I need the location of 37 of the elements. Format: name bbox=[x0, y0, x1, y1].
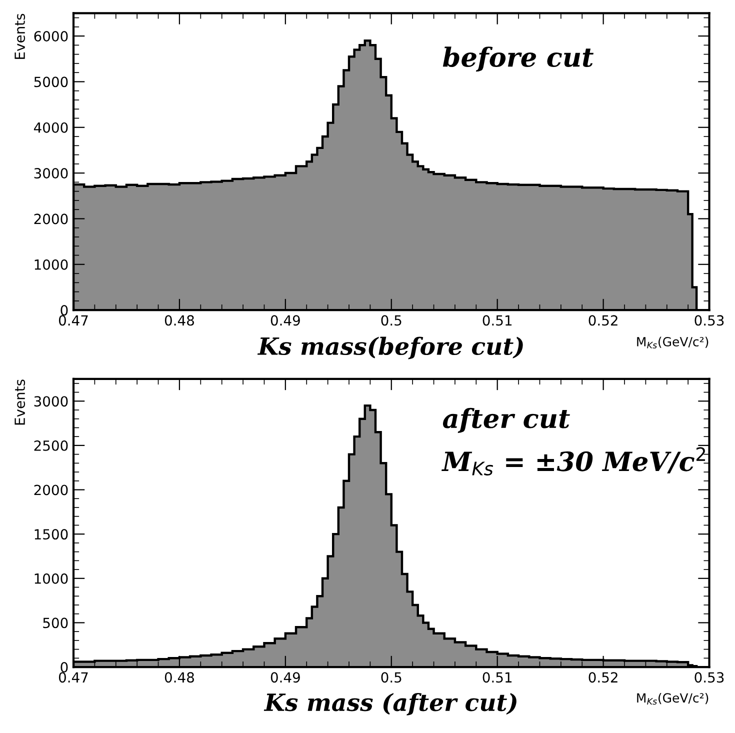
annotation: M$_{Ks}$ = ±30 MeV/c$^{2}$ bbox=[442, 447, 706, 476]
x-tick-label: 0.53 bbox=[694, 672, 724, 683]
x-tick-label: 0.51 bbox=[482, 672, 512, 683]
x-tick-label: 0.52 bbox=[588, 672, 618, 683]
y-tick-label: 4000 bbox=[34, 122, 68, 133]
x-tick-label: 0.48 bbox=[164, 315, 194, 326]
y-axis-title: Events bbox=[14, 380, 26, 425]
y-tick-label: 1500 bbox=[34, 529, 68, 540]
x-axis-title: M$_{Ks}$(GeV/c²) bbox=[637, 692, 708, 705]
y-tick-label: 2500 bbox=[34, 440, 68, 451]
x-tick-label: 0.53 bbox=[694, 315, 724, 326]
annotation: after cut bbox=[442, 408, 570, 433]
annotation: before cut bbox=[442, 46, 594, 72]
x-tick-label: 0.48 bbox=[164, 672, 194, 683]
y-tick-label: 500 bbox=[43, 618, 68, 628]
x-tick-label: 0.5 bbox=[381, 672, 402, 683]
y-tick-label: 0 bbox=[60, 662, 68, 673]
text: Ks mass(before cut) bbox=[257, 336, 523, 360]
x-tick-label: 0.47 bbox=[58, 672, 88, 683]
x-tick-label: 0.5 bbox=[381, 315, 402, 326]
x-tick-label: 0.47 bbox=[58, 315, 88, 326]
y-tick-label: 6000 bbox=[34, 31, 68, 42]
y-tick-label: 1000 bbox=[34, 259, 68, 270]
y-tick-label: 5000 bbox=[34, 76, 68, 88]
x-tick-label: 0.49 bbox=[270, 672, 300, 683]
y-tick-label: 0 bbox=[60, 305, 68, 316]
x-tick-label: 0.51 bbox=[482, 315, 512, 326]
text: Ks mass (after cut) bbox=[264, 692, 516, 716]
x-tick-label: 0.52 bbox=[588, 315, 618, 326]
y-tick-label: 2000 bbox=[34, 214, 68, 224]
x-tick-label: 0.49 bbox=[270, 315, 300, 326]
y-tick-label: 3000 bbox=[34, 168, 68, 179]
y-tick-label: 3000 bbox=[34, 396, 68, 407]
x-axis-title: M$_{Ks}$(GeV/c²) bbox=[637, 336, 708, 348]
y-axis-title: Events bbox=[14, 14, 26, 59]
y-tick-label: 2000 bbox=[34, 484, 68, 496]
y-tick-label: 1000 bbox=[34, 573, 68, 584]
